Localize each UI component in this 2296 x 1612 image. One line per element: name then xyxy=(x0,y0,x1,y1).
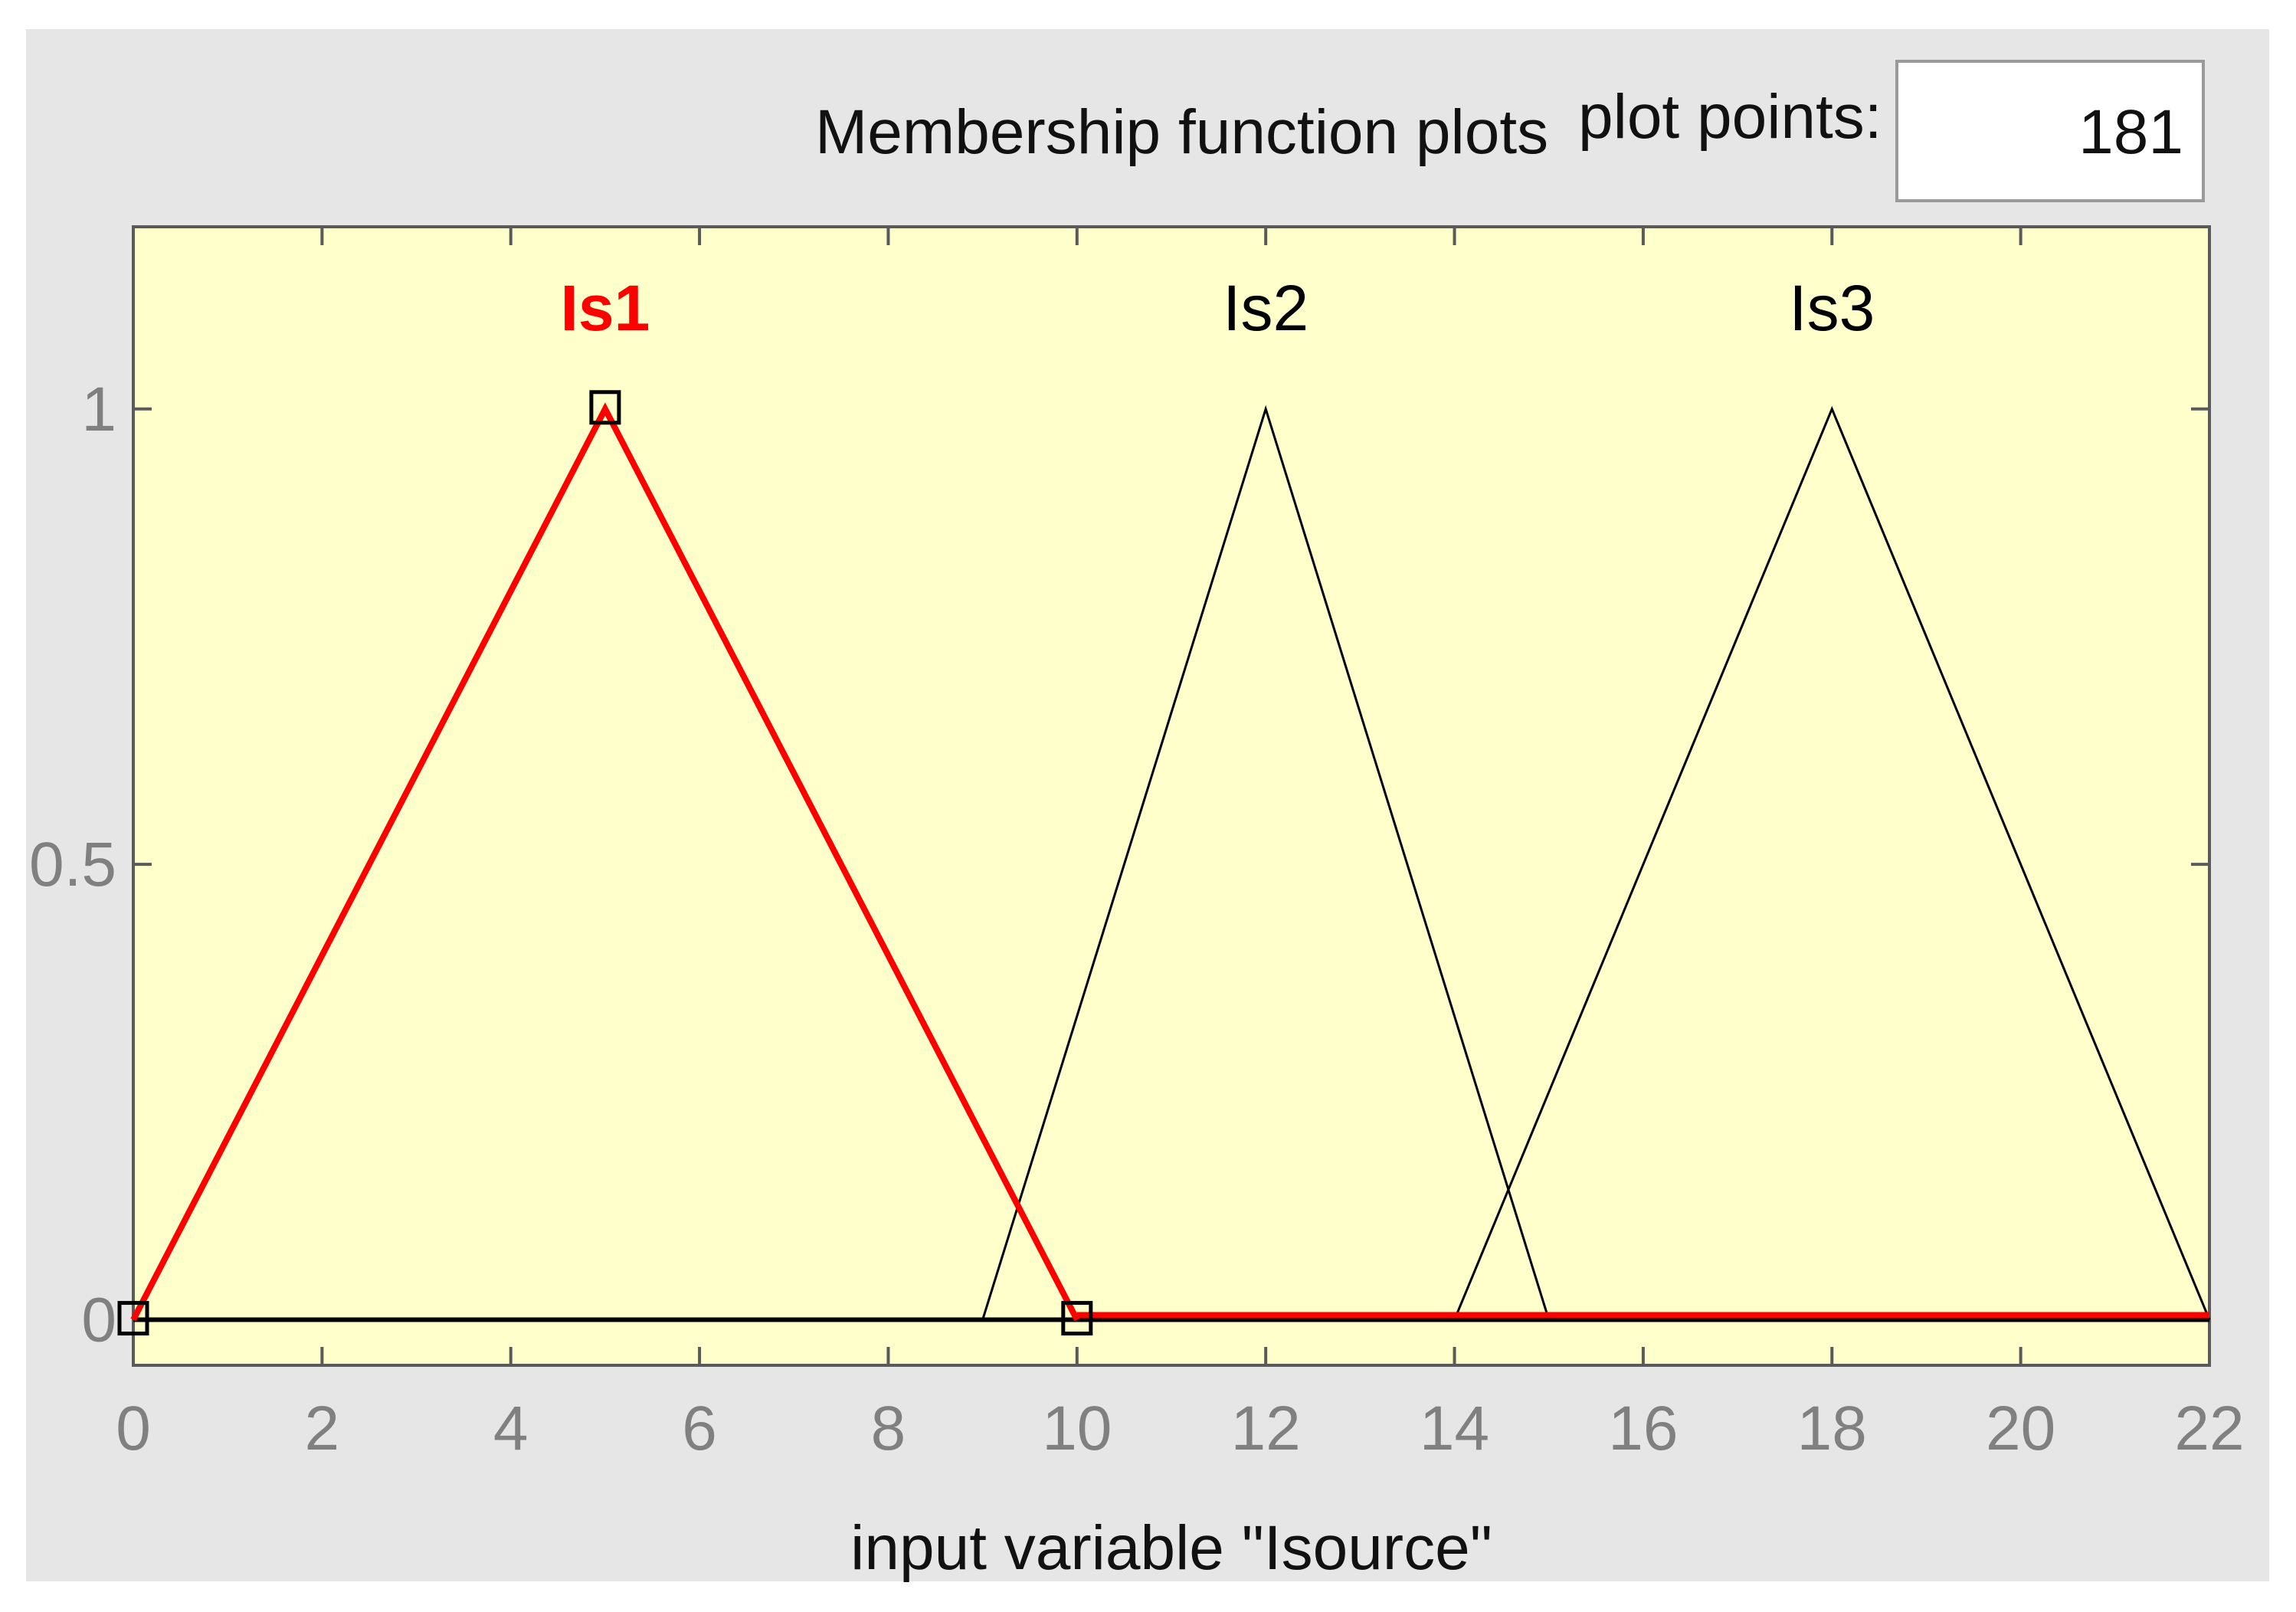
x-tick-label: 4 xyxy=(493,1394,529,1463)
x-tick-label: 22 xyxy=(2174,1394,2244,1463)
plot-area xyxy=(132,225,2211,1367)
x-tick-label: 6 xyxy=(682,1394,717,1463)
x-axis-label: input variable "Isource" xyxy=(850,1513,1492,1583)
x-tick-label: 18 xyxy=(1797,1394,1867,1463)
mf-is1-vertex-handle[interactable] xyxy=(589,390,621,425)
y-tick-label: 1 xyxy=(81,375,116,444)
mf-is2-line[interactable] xyxy=(981,405,1551,1321)
x-tick-label: 2 xyxy=(305,1394,340,1463)
mf-is1-vertex-handle[interactable] xyxy=(1061,1301,1093,1336)
mf-is1-vertex-handle[interactable] xyxy=(117,1301,149,1336)
x-tick-label: 10 xyxy=(1042,1394,1112,1463)
y-tick-label: 0 xyxy=(81,1286,116,1355)
x-tick-label: 16 xyxy=(1608,1394,1678,1463)
plot-points-label: plot points: xyxy=(1578,82,1882,152)
x-tick-label: 0 xyxy=(116,1394,151,1463)
plot-points-value[interactable]: 181 xyxy=(2078,97,2183,167)
x-tick-label: 12 xyxy=(1231,1394,1301,1463)
x-tick-label: 14 xyxy=(1420,1394,1489,1463)
panel-title: Membership function plots xyxy=(815,97,1549,167)
mf-is1-line[interactable] xyxy=(130,402,1080,1322)
mf-is2-label[interactable]: Is2 xyxy=(1223,272,1308,344)
x-tick-label: 8 xyxy=(871,1394,906,1463)
mf-is3-label[interactable]: Is3 xyxy=(1789,272,1875,344)
plot-points-field[interactable]: 181 xyxy=(1895,60,2205,202)
mf-is3-line[interactable] xyxy=(1453,405,2211,1321)
x-tick-label: 20 xyxy=(1986,1394,2055,1463)
y-tick-label: 0.5 xyxy=(29,830,116,899)
mf-is1-label[interactable]: Is1 xyxy=(561,272,650,344)
